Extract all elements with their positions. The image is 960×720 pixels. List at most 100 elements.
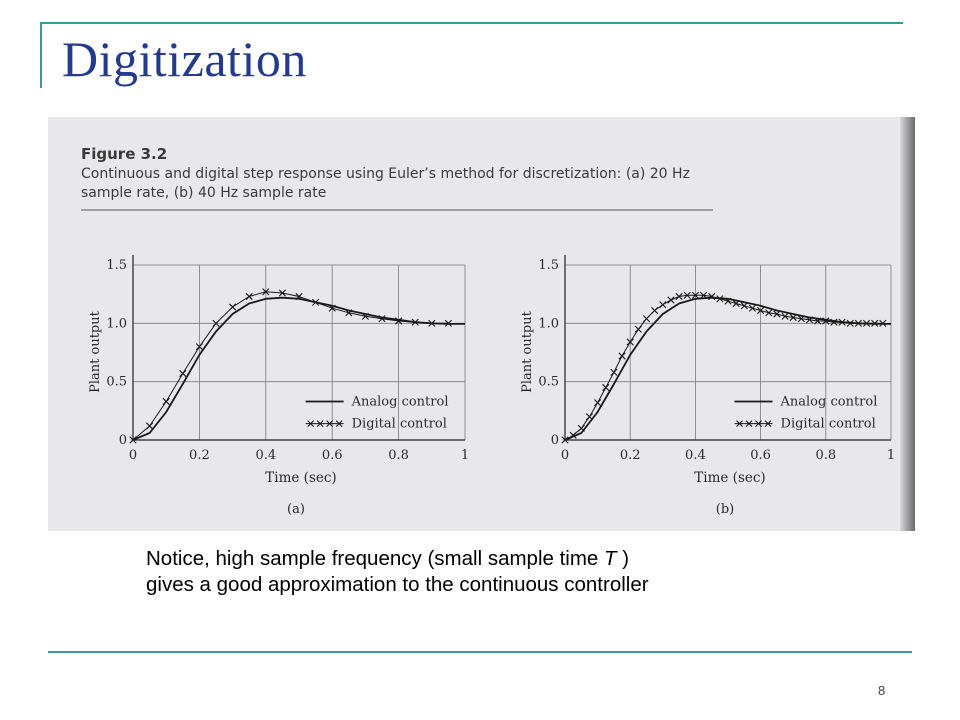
- panel-b-legend-label-digital: Digital control: [781, 417, 876, 432]
- panel-a-digital-control-line: [132, 291, 449, 441]
- panel-b-digital-control-point-27: [781, 312, 789, 320]
- panel-b-digital-control-point-5: [602, 383, 610, 392]
- panel-b-legend-marker-digital-2: [755, 420, 762, 428]
- panel-b-digital-control-point-22: [740, 302, 748, 310]
- figure-caption-line2: sample rate, (b) 40 Hz sample rate: [81, 185, 326, 201]
- panel-b-digital-control-point-39: [879, 319, 887, 327]
- panel-a-x-tick-label-1: 0.2: [189, 448, 210, 463]
- panel-b-digital-control-point-24: [757, 306, 765, 315]
- panel-a-y-axis-label: Plant output: [88, 310, 103, 393]
- panel-b-x-tick-label-2: 0.4: [685, 448, 706, 463]
- panel-b-digital-control-point-23: [748, 304, 757, 312]
- panel-a-digital-control-point-9: [278, 289, 286, 297]
- panel-a-digital-control-point-5: [212, 319, 220, 327]
- panel-b-digital-control-point-16: [691, 291, 699, 299]
- panel-a-x-axis-label: Time (sec): [265, 470, 336, 486]
- panel-b-legend-marker-digital-1: [745, 420, 753, 428]
- panel-a-digital-control-point-13: [345, 309, 353, 317]
- panel-a-legend-label-analog: Analog control: [351, 395, 449, 410]
- panel-b-digital-control-point-15: [683, 291, 691, 299]
- panel-a-digital-control-point-17: [411, 318, 419, 326]
- slide-note: Notice, high sample frequency (small sam…: [146, 546, 649, 598]
- panel-a-digital-control-point-7: [245, 292, 253, 301]
- panel-a-legend-marker-digital-3: [335, 420, 343, 428]
- note-line-2: gives a good approximation to the contin…: [146, 573, 649, 596]
- panel-a-legend-marker-digital-1: [316, 420, 324, 428]
- footer-rule: [48, 651, 912, 653]
- panel-b-digital-control-point-14: [675, 292, 683, 301]
- panel-b-digital-control-point-7: [618, 352, 626, 360]
- panel-b-digital-control-point-6: [610, 368, 618, 376]
- panel-a-digital-control-point-18: [428, 319, 436, 327]
- panel-b-digital-control-point-13: [667, 296, 675, 304]
- note-line-1: Notice, high sample frequency (small sam…: [146, 546, 649, 572]
- panel-a-x-tick-label-5: 1: [461, 448, 469, 463]
- panel-a-legend-marker-digital-2: [326, 420, 334, 428]
- panel-b-digital-control-point-38: [871, 319, 879, 327]
- panel-a-digital-control-point-8: [262, 288, 270, 296]
- panel-b-x-tick-label-0: 0: [561, 448, 569, 463]
- panel-b-x-tick-label-5: 1: [887, 448, 895, 463]
- title-rule-horizontal: [40, 22, 903, 24]
- panel-b-legend-marker-digital-3: [764, 420, 772, 428]
- panel-a-digital-control-point-4: [195, 343, 203, 351]
- chart-panel-b: 0 0.2 0.4 0.6 0.8 1 0 0.5 1.0 1.5 Time (sec) Plant …: [520, 255, 895, 517]
- panel-b-digital-control-point-9: [634, 325, 642, 333]
- panel-a-panel-label: (a): [287, 502, 305, 517]
- panel-b-digital-control-point-33: [830, 318, 838, 326]
- panel-b-digital-control-point-36: [854, 319, 862, 327]
- panel-b-digital-control-point-8: [626, 338, 634, 346]
- panel-b-x-tick-label-4: 0.8: [815, 448, 836, 463]
- panel-b-digital-control-point-28: [789, 313, 797, 322]
- panel-b-digital-control-point-29: [797, 315, 805, 323]
- panel-a-legend-label-digital: Digital control: [352, 417, 447, 432]
- note-line-1-pre: Notice, high sample frequency (small sam…: [146, 547, 605, 570]
- scan-page-edge: [900, 117, 915, 531]
- panel-b-digital-control-point-25: [765, 309, 773, 317]
- panel-b-digital-control-point-4: [594, 399, 602, 407]
- panel-b-x-tick-label-1: 0.2: [620, 448, 641, 463]
- figure-caption-line1: Continuous and digital step response usi…: [81, 166, 690, 182]
- panel-b-y-tick-label-0: 0: [551, 433, 559, 448]
- panel-b-analog-control-line: [564, 296, 891, 441]
- panel-a-digital-control-point-3: [179, 369, 187, 378]
- panel-b-digital-control-point-19: [716, 295, 724, 303]
- panel-a-digital-control-point-0: [129, 436, 137, 444]
- panel-b-y-tick-label-1: 0.5: [538, 375, 559, 390]
- panel-a-digital-control-point-14: [361, 312, 369, 320]
- panel-a-y-tick-label-2: 1.0: [106, 316, 127, 331]
- title-rule-vertical: [40, 22, 42, 88]
- panel-a-y-tick-label-1: 0.5: [106, 375, 127, 390]
- figure-svg: Figure 3.2 Continuous and digital step r…: [81, 145, 895, 517]
- panel-b-y-tick-label-2: 1.0: [538, 316, 559, 331]
- note-variable: T: [604, 547, 617, 570]
- panel-b-digital-control-point-35: [846, 319, 854, 327]
- panel-a-digital-control-point-10: [295, 292, 303, 301]
- panel-b-y-axis-label: Plant output: [520, 310, 535, 393]
- panel-a-x-tick-label-4: 0.8: [388, 448, 409, 463]
- figure-label: Figure 3.2: [81, 145, 167, 163]
- panel-b-digital-control-point-26: [773, 310, 781, 318]
- panel-b-y-tick-label-3: 1.5: [538, 258, 559, 273]
- panel-a-digital-control-point-11: [312, 298, 320, 306]
- panel-b-x-tick-label-3: 0.6: [750, 448, 771, 463]
- panel-b-digital-control-line: [564, 294, 883, 441]
- panel-b-panel-label: (b): [716, 502, 734, 517]
- panel-a-y-tick-label-3: 1.5: [106, 258, 127, 273]
- panel-a-legend-marker-digital-0: [307, 420, 315, 428]
- panel-b-digital-control-point-10: [642, 315, 651, 323]
- panel-a-digital-control-point-19: [444, 319, 452, 327]
- panel-a-digital-control-point-16: [395, 317, 403, 325]
- panel-b-digital-control-point-31: [814, 317, 822, 325]
- panel-b-digital-control-point-21: [732, 299, 740, 308]
- panel-b-digital-control-point-3: [585, 413, 594, 421]
- note-line-1-post: ): [616, 547, 630, 570]
- panel-a-x-tick-label-0: 0: [129, 448, 137, 463]
- panel-a-digital-control-point-12: [328, 304, 336, 312]
- slide-title: Digitization: [62, 31, 307, 87]
- panel-b-digital-control-point-30: [805, 316, 814, 324]
- panel-a-digital-control-point-6: [229, 303, 237, 311]
- panel-b-digital-control-point-34: [838, 318, 846, 326]
- panel-b-digital-control-point-1: [569, 431, 577, 439]
- panel-a-y-tick-label-0: 0: [119, 433, 127, 448]
